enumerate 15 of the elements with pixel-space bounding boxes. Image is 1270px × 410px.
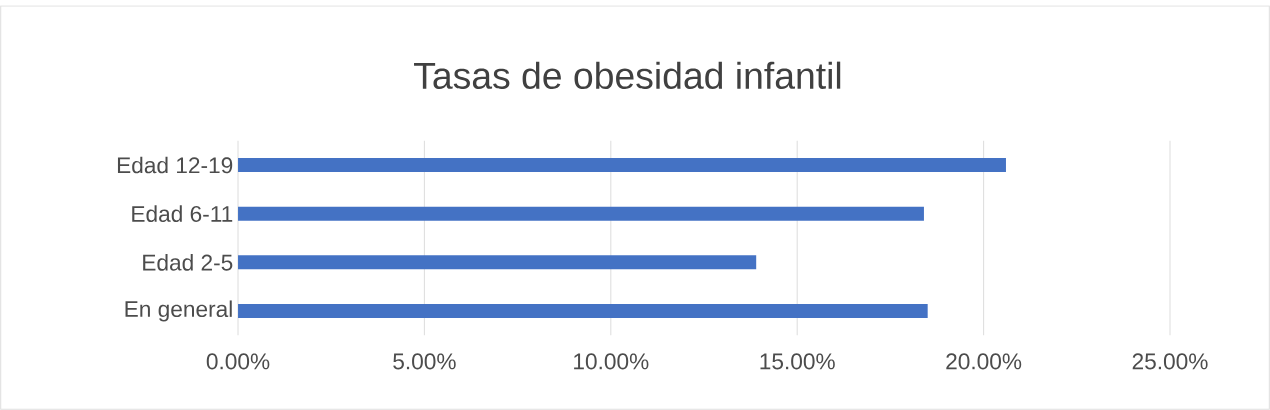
x-tick-label: 20.00% xyxy=(946,353,1022,370)
x-tick-label: 0.00% xyxy=(206,353,270,370)
y-tick-label: Edad 2-5 xyxy=(143,254,233,271)
y-tick-label: En general xyxy=(125,300,232,322)
x-tick-label: 10.00% xyxy=(574,353,649,370)
bar xyxy=(238,206,924,221)
x-tick-label: 15.00% xyxy=(760,353,835,370)
bar xyxy=(238,158,1006,172)
x-tick-label: 25.00% xyxy=(1132,353,1208,370)
bar xyxy=(238,303,928,318)
y-tick-label: Edad 6-11 xyxy=(132,205,233,222)
y-tick-label: Edad 12-19 xyxy=(117,156,233,174)
chart-title: Tasas de obesidad infantil xyxy=(414,61,841,90)
bar xyxy=(238,255,757,270)
x-tick-label: 5.00% xyxy=(393,353,456,370)
